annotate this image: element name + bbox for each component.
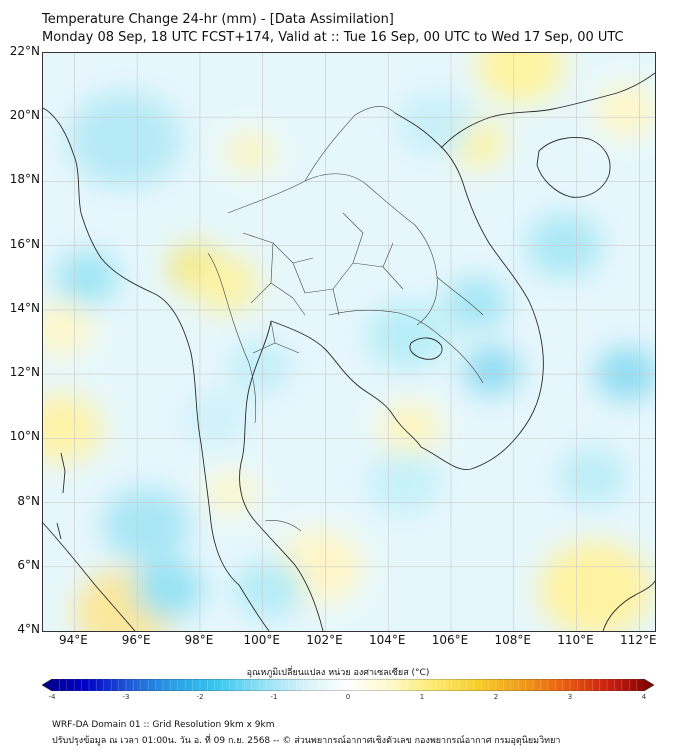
chart-title: Temperature Change 24-hr (mm) - [Data As… [42,12,394,27]
field-blob-12 [206,471,257,515]
colorbar-tick-label: 2 [493,693,499,701]
lat-label: 14°N [9,300,40,315]
colorbar-tick-label: -2 [196,693,204,701]
map-canvas [43,53,655,631]
footer-credit: ปรับปรุงข้อมูล ณ เวลา 01:00น. วัน อ. ที่… [52,736,561,746]
country-borders [207,106,484,532]
graticule [43,53,655,631]
field-blob-8 [538,541,652,631]
colorbar-tick-label: -4 [48,693,56,701]
lat-label: 20°N [9,108,40,123]
field-blob-7 [378,402,442,456]
field-blob-15 [102,487,191,563]
hainan-island [536,137,611,198]
lon-label: 94°E [58,633,88,647]
thai-laos-border [227,173,438,326]
colorbar-title: อุณหภูมิเปลี่ยนแปลง หน่วย องศาเซลเซียส (… [246,668,430,678]
lat-label: 10°N [9,429,40,444]
field-blob-24 [557,447,627,507]
map-frame[interactable] [42,52,656,632]
footer-model-info: WRF-DA Domain 01 :: Grid Resolution 9km … [52,720,275,730]
field-blob-14 [55,251,119,305]
field-blob-16 [134,559,204,619]
lat-label: 12°N [9,365,40,380]
thai-malaysia-border [264,520,302,532]
field-blob-18 [444,276,508,331]
colorbar-tick-label: -1 [270,693,278,701]
field-blob-5 [43,394,103,464]
borneo-coast [602,580,655,631]
field-blob-13 [68,91,182,188]
lon-label: 110°E [557,633,594,647]
colorbar-tick-label: 3 [567,693,573,701]
lon-label: 112°E [620,633,657,647]
field-blob-27 [397,91,473,156]
laos-vietnam-border [304,106,484,316]
lon-label: 102°E [306,633,343,647]
vietnam-coast [394,112,544,471]
province-lines [242,212,404,354]
lat-label: 16°N [9,236,40,251]
coastlines [43,72,655,631]
colorbar-ramp [42,679,654,691]
field-blob-17 [366,300,448,371]
lon-label: 108°E [494,633,532,647]
lat-label: 22°N [9,44,40,58]
field-blob-21 [463,346,521,395]
field-blob-6 [43,302,94,356]
gulf-north-shore [270,320,422,448]
colorbar-tick-label: 4 [641,693,647,701]
colorbar-tick-label: 0 [345,693,351,701]
field-blob-10 [595,84,655,138]
field-blob-4 [225,131,276,174]
tonle-sap [409,337,443,360]
field-blob-0 [476,53,564,104]
gulf-west-shore [239,320,324,631]
field-blob-23 [366,451,442,516]
china-coast [440,72,655,149]
sumatra-coast [43,522,136,631]
lon-label: 98°E [184,633,214,647]
lat-label: 6°N [17,557,40,572]
lon-label: 96°E [121,633,151,647]
colorbar-tick-label: 1 [419,693,425,701]
field-blob-26 [184,392,247,446]
lat-label: 4°N [17,622,40,636]
lat-label: 18°N [9,172,40,187]
lon-label: 104°E [368,633,406,647]
cambodia-border [328,309,484,384]
colorbar [42,679,654,691]
lon-label: 100°E [243,633,280,647]
chart-subtitle: Monday 08 Sep, 18 UTC FCST+174, Valid at… [42,30,624,45]
field-blob-3 [190,254,260,314]
colorbar-tick-label: -3 [122,693,130,701]
myanmar-thai-border [207,252,257,424]
lon-label: 106°E [431,633,469,647]
lat-label: 8°N [17,493,40,508]
andaman-islands [56,452,66,540]
west-coastline [43,107,270,631]
field-blob-25 [228,341,291,395]
field-blob-22 [234,559,304,619]
